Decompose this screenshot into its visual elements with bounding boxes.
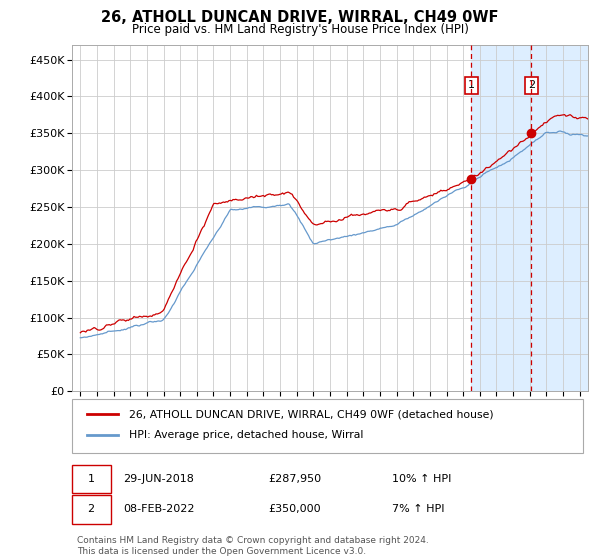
FancyBboxPatch shape [72, 465, 110, 493]
Text: 26, ATHOLL DUNCAN DRIVE, WIRRAL, CH49 0WF (detached house): 26, ATHOLL DUNCAN DRIVE, WIRRAL, CH49 0W… [129, 409, 493, 419]
Text: £287,950: £287,950 [268, 474, 321, 484]
Text: HPI: Average price, detached house, Wirral: HPI: Average price, detached house, Wirr… [129, 431, 363, 440]
Text: 2: 2 [528, 80, 535, 90]
Text: 7% ↑ HPI: 7% ↑ HPI [392, 505, 445, 515]
Text: 1: 1 [88, 474, 95, 484]
Bar [472, 45, 588, 391]
FancyBboxPatch shape [72, 495, 110, 524]
Text: Price paid vs. HM Land Registry's House Price Index (HPI): Price paid vs. HM Land Registry's House … [131, 24, 469, 36]
Text: Contains HM Land Registry data © Crown copyright and database right 2024.
This d: Contains HM Land Registry data © Crown c… [77, 536, 429, 556]
Text: 08-FEB-2022: 08-FEB-2022 [124, 505, 195, 515]
Text: £350,000: £350,000 [268, 505, 321, 515]
Text: 10% ↑ HPI: 10% ↑ HPI [392, 474, 451, 484]
FancyBboxPatch shape [72, 399, 583, 452]
Text: 29-JUN-2018: 29-JUN-2018 [124, 474, 194, 484]
Text: 2: 2 [88, 505, 95, 515]
Text: 1: 1 [468, 80, 475, 90]
Text: 26, ATHOLL DUNCAN DRIVE, WIRRAL, CH49 0WF: 26, ATHOLL DUNCAN DRIVE, WIRRAL, CH49 0W… [101, 10, 499, 25]
